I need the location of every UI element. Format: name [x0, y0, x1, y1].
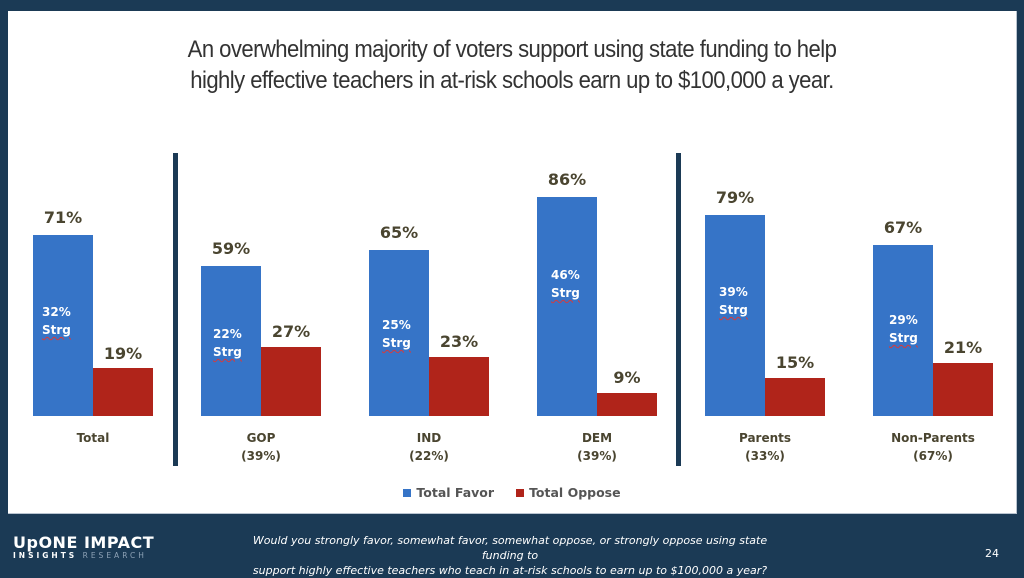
oppose-bar: [429, 357, 489, 416]
oppose-value-label: 19%: [103, 344, 143, 363]
oppose-bar: [93, 368, 153, 416]
favor-bar: [873, 245, 933, 416]
oppose-value-label: 21%: [943, 338, 983, 357]
group-divider-2: [676, 153, 681, 466]
strong-favor-label: 22% Strg: [213, 327, 242, 359]
legend-item-oppose: Total Oppose: [516, 485, 621, 500]
oppose-bar: [933, 363, 993, 416]
favor-value-label: 71%: [43, 208, 83, 227]
title-line-1: An overwhelming majority of voters suppo…: [187, 36, 837, 63]
company-logo: UpONE IMPACT INSIGHTS RESEARCH: [13, 534, 154, 561]
group-divider-1: [173, 153, 178, 466]
favor-bar: [369, 250, 429, 416]
strong-favor-label: 29% Strg: [889, 313, 918, 345]
favor-value-label: 79%: [715, 188, 755, 207]
question-line-1: Would you strongly favor, somewhat favor…: [252, 534, 768, 562]
oppose-value-label: 23%: [439, 332, 479, 351]
oppose-value-label: 27%: [271, 322, 311, 341]
strong-favor-label: 39% Strg: [719, 285, 748, 317]
favor-bar: [201, 266, 261, 416]
legend-label-oppose: Total Oppose: [529, 485, 621, 500]
survey-question: Would you strongly favor, somewhat favor…: [240, 533, 780, 578]
category-label: GOP (39%): [241, 431, 281, 463]
chart-legend: Total Favor Total Oppose: [0, 485, 1024, 500]
strong-favor-label: 46% Strg: [551, 268, 580, 300]
favor-value-label: 59%: [211, 239, 251, 258]
title-line-2: highly effective teachers in at-risk sch…: [190, 67, 834, 94]
page-number: 24: [985, 547, 999, 560]
favor-value-label: 86%: [547, 170, 587, 189]
favor-value-label: 65%: [379, 223, 419, 242]
category-label: DEM (39%): [577, 431, 617, 463]
logo-line-2: INSIGHTS RESEARCH: [13, 551, 147, 560]
oppose-value-label: 15%: [775, 353, 815, 372]
strong-favor-label: 32% Strg: [42, 305, 71, 337]
oppose-bar: [765, 378, 825, 416]
logo-line-1: UpONE IMPACT: [13, 533, 155, 552]
oppose-bar: [597, 393, 657, 416]
favor-bar: [537, 197, 597, 416]
oppose-swatch-icon: [516, 488, 525, 497]
oppose-value-label: 9%: [613, 368, 641, 387]
oppose-bar: [261, 347, 321, 416]
favor-swatch-icon: [403, 488, 412, 497]
strong-favor-label: 25% Strg: [382, 318, 411, 350]
favor-bar: [33, 235, 93, 416]
category-label: IND (22%): [409, 431, 449, 463]
favor-value-label: 67%: [883, 218, 923, 237]
category-label: Parents (33%): [738, 431, 792, 463]
favor-bar: [705, 215, 765, 416]
slide-title: An overwhelming majority of voters suppo…: [41, 34, 983, 96]
category-label: Total: [76, 431, 110, 445]
legend-item-favor: Total Favor: [403, 485, 494, 500]
category-label: Non-Parents (67%): [891, 431, 975, 463]
question-line-2: support highly effective teachers who te…: [252, 564, 768, 577]
legend-label-favor: Total Favor: [416, 485, 495, 500]
